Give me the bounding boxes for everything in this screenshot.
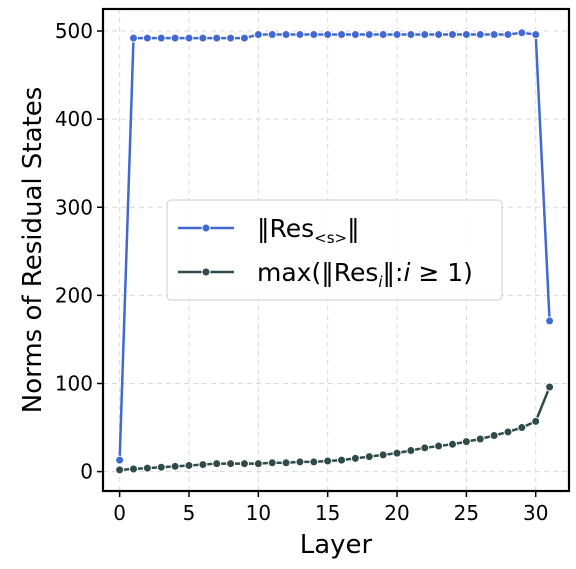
data-point-1	[448, 439, 457, 449]
data-point-1	[267, 458, 277, 468]
x-tick-label: 25	[454, 501, 479, 525]
data-point-1	[503, 427, 513, 437]
data-point-0	[323, 30, 333, 40]
data-point-0	[253, 30, 263, 40]
data-point-1	[253, 459, 263, 469]
data-point-0	[115, 455, 125, 465]
x-tick-label: 10	[246, 501, 271, 525]
data-point-1	[350, 453, 360, 463]
x-tick-label: 30	[523, 501, 548, 525]
data-point-1	[198, 460, 208, 470]
data-point-0	[295, 30, 305, 40]
data-point-0	[531, 30, 541, 40]
data-point-0	[226, 33, 236, 43]
data-point-1	[531, 416, 541, 426]
legend-label-max-res-var: i	[403, 258, 410, 287]
legend-label-max-res-end: ≥ 1)	[410, 258, 473, 287]
data-point-0	[350, 30, 360, 40]
data-point-1	[378, 450, 388, 460]
data-point-1	[337, 455, 347, 465]
x-tick-label: 0	[113, 501, 126, 525]
data-point-0	[281, 30, 291, 40]
data-point-0	[129, 33, 139, 43]
data-point-0	[170, 33, 180, 43]
data-point-1	[309, 457, 319, 467]
data-point-0	[461, 30, 471, 40]
legend-label-max-res: max(‖Resi‖:i ≥ 1)	[257, 258, 473, 291]
legend: ‖Res<s>‖ max(‖Resi‖:i ≥ 1)	[166, 199, 503, 301]
legend-label-res-s: ‖Res<s>‖	[257, 214, 360, 247]
data-point-0	[545, 316, 555, 326]
data-point-0	[489, 30, 499, 40]
x-tick-label: 20	[384, 501, 409, 525]
legend-label-max-res-main: max(‖Res	[257, 258, 378, 287]
data-point-0	[267, 30, 277, 40]
data-point-0	[184, 33, 194, 43]
data-point-1	[434, 441, 444, 451]
data-point-1	[406, 445, 416, 455]
data-point-1	[545, 382, 555, 392]
data-point-0	[517, 28, 527, 38]
data-point-0	[156, 33, 166, 43]
data-point-1	[364, 452, 374, 462]
x-tick-label: 5	[183, 501, 196, 525]
data-point-0	[239, 33, 249, 43]
series-line-1	[119, 386, 551, 472]
data-point-1	[239, 459, 249, 469]
series-layer	[115, 28, 555, 475]
data-point-1	[281, 458, 291, 468]
data-point-1	[226, 459, 236, 469]
data-point-0	[142, 33, 152, 43]
legend-label-res-s-tail: ‖	[347, 214, 360, 243]
data-point-0	[475, 30, 485, 40]
data-point-1	[323, 456, 333, 466]
data-point-1	[517, 423, 527, 433]
data-point-0	[309, 30, 319, 40]
data-point-1	[156, 462, 166, 472]
y-tick-label: 300	[55, 195, 93, 219]
data-point-1	[115, 465, 125, 475]
data-point-1	[392, 448, 402, 458]
x-axis-label: Layer	[300, 530, 373, 560]
data-point-0	[434, 30, 444, 40]
plot-frame	[101, 7, 571, 493]
data-point-1	[142, 463, 152, 473]
y-tick-label: 400	[55, 107, 93, 131]
data-point-0	[198, 33, 208, 43]
data-point-1	[461, 437, 471, 447]
data-point-1	[170, 461, 180, 471]
legend-box	[166, 199, 503, 301]
y-tick-label: 0	[80, 460, 93, 484]
legend-marker-max-res	[201, 267, 211, 277]
y-tick-label: 500	[55, 19, 93, 43]
data-point-0	[337, 30, 347, 40]
legend-label-max-res-sub: i	[378, 273, 383, 291]
legend-label-res-s-sub: <s>	[314, 229, 347, 247]
data-point-1	[489, 430, 499, 440]
legend-label-res-s-main: ‖Res	[257, 214, 314, 243]
y-tick-label: 100	[55, 371, 93, 395]
data-point-0	[406, 30, 416, 40]
data-point-0	[392, 30, 402, 40]
data-point-0	[364, 30, 374, 40]
data-point-0	[420, 30, 430, 40]
data-point-1	[475, 434, 485, 444]
legend-label-max-res-tail: ‖:	[383, 258, 404, 287]
data-point-1	[184, 460, 194, 470]
x-tick-label: 15	[315, 501, 340, 525]
data-point-0	[503, 30, 513, 40]
data-point-1	[420, 443, 430, 453]
y-tick-label: 200	[55, 283, 93, 307]
data-point-0	[378, 30, 388, 40]
data-point-1	[212, 459, 222, 469]
data-point-1	[295, 457, 305, 467]
y-axis-label: Norms of Residual States	[18, 87, 48, 414]
data-point-0	[448, 30, 457, 40]
data-point-0	[212, 33, 222, 43]
legend-marker-res-s	[201, 223, 211, 233]
data-point-1	[129, 464, 139, 474]
